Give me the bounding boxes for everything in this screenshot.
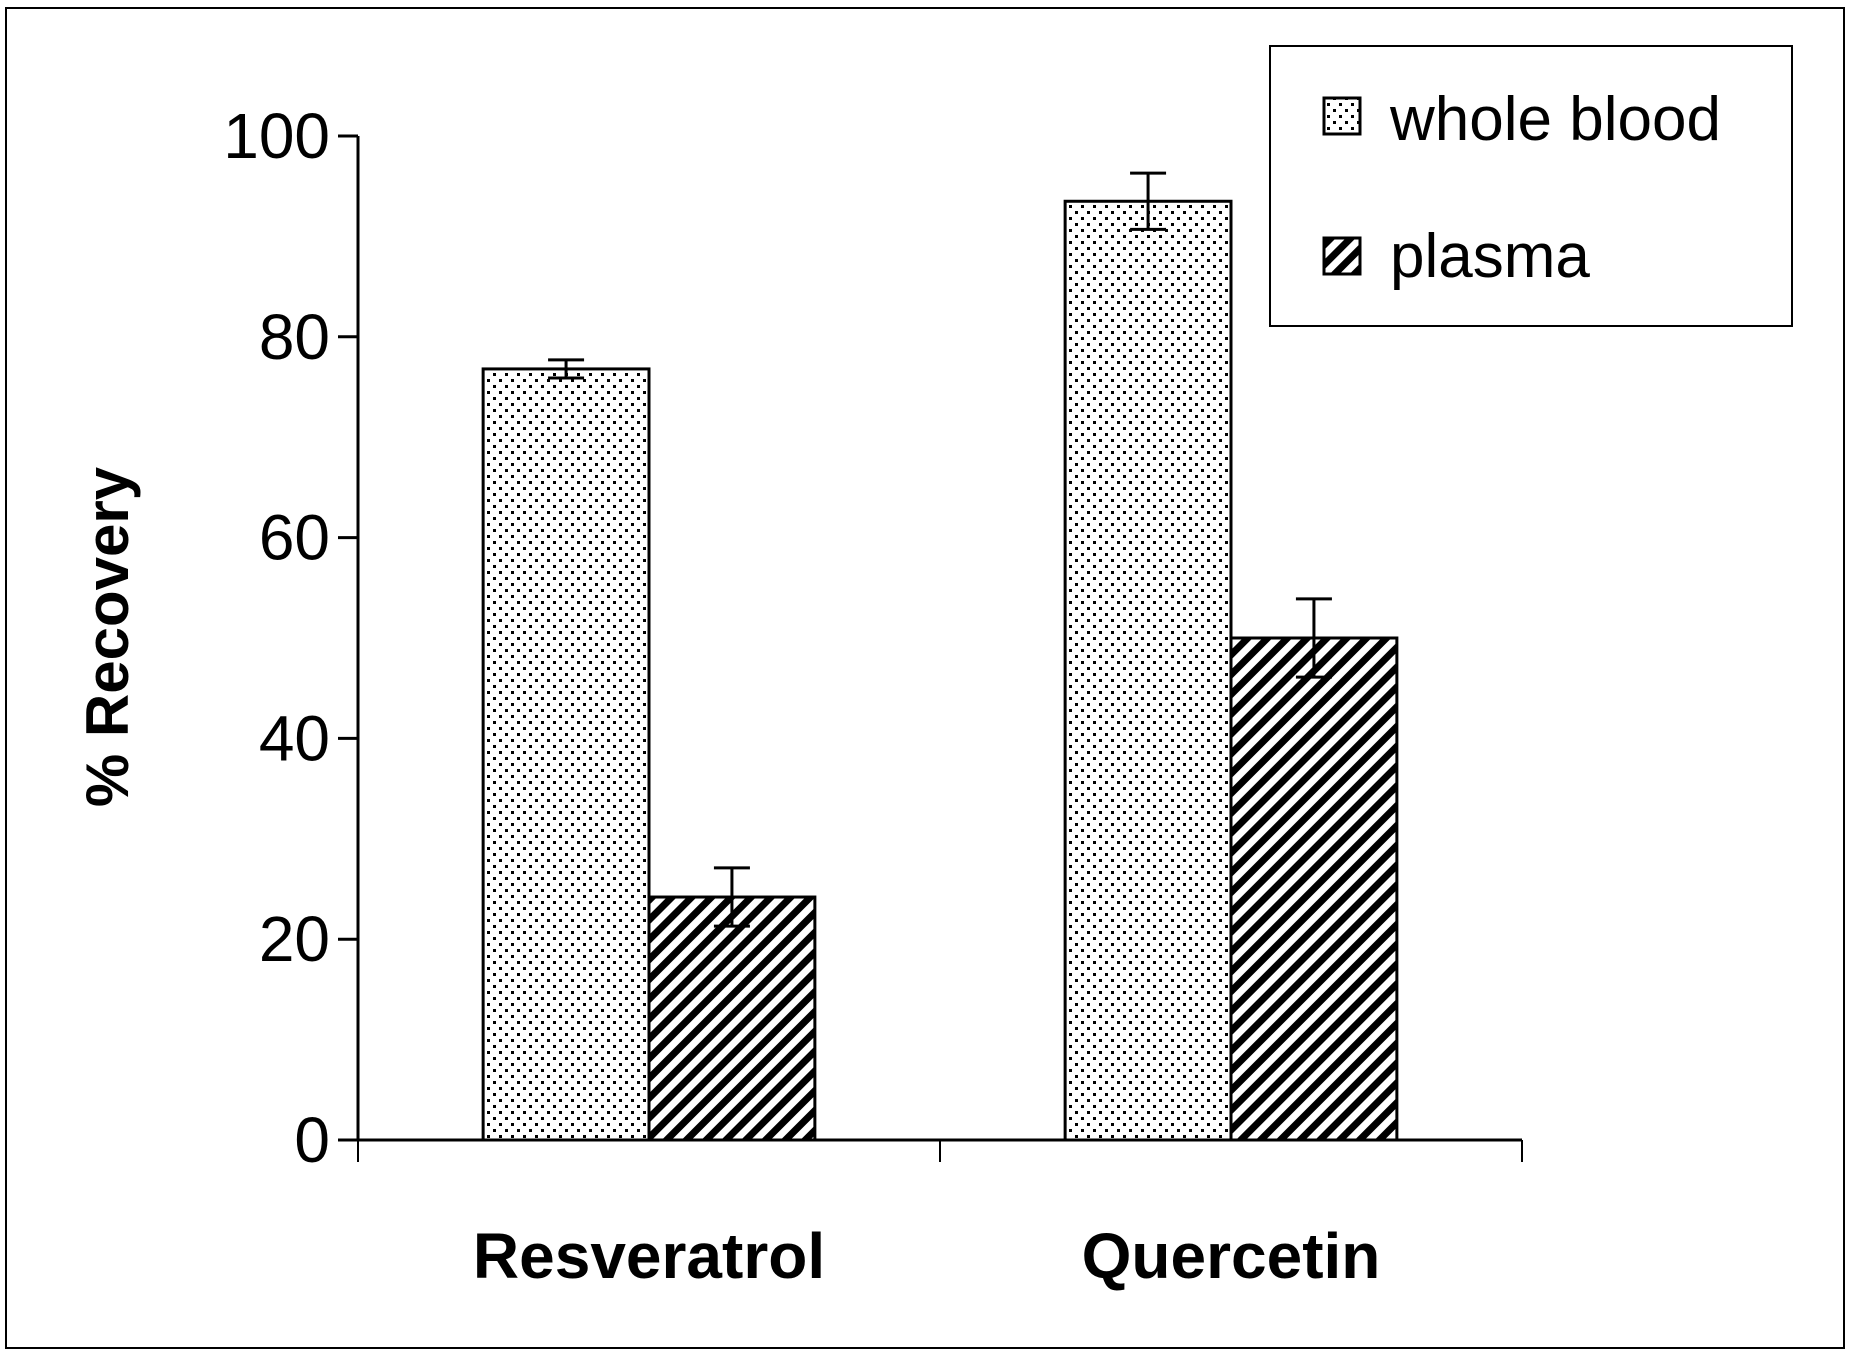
legend: whole blood plasma: [1269, 45, 1793, 327]
y-tick-label: 20: [259, 903, 330, 975]
x-axis-ticks: [357, 1140, 1523, 1162]
bar-whole-blood-quercetin: [1063, 199, 1233, 1142]
legend-box: [1269, 45, 1793, 327]
bar-plasma-resveratrol: [647, 895, 817, 1142]
y-axis-title: % Recovery: [74, 466, 141, 807]
y-tick-label: 40: [259, 702, 330, 774]
legend-label-plasma: plasma: [1390, 222, 1590, 291]
category-label-quercetin: Quercetin: [1082, 1220, 1381, 1292]
legend-label-whole-blood: whole blood: [1389, 85, 1721, 154]
y-tick-label: 80: [259, 301, 330, 373]
bar-plasma-quercetin: [1229, 636, 1399, 1142]
bar-series: [481, 199, 1399, 1142]
bar-whole-blood-resveratrol: [481, 367, 651, 1142]
category-label-resveratrol: Resveratrol: [473, 1220, 825, 1292]
y-tick-label: 100: [223, 100, 330, 172]
y-tick-label: 60: [259, 502, 330, 574]
legend-swatch-plasma: [1322, 236, 1362, 276]
y-axis-ticks: 0 20 40 60 80 100: [223, 100, 358, 1176]
y-tick-label: 0: [294, 1104, 330, 1176]
error-bars: [548, 171, 1332, 928]
legend-swatch-whole-blood: [1322, 96, 1362, 136]
category-labels: Resveratrol Quercetin: [473, 1220, 1380, 1292]
